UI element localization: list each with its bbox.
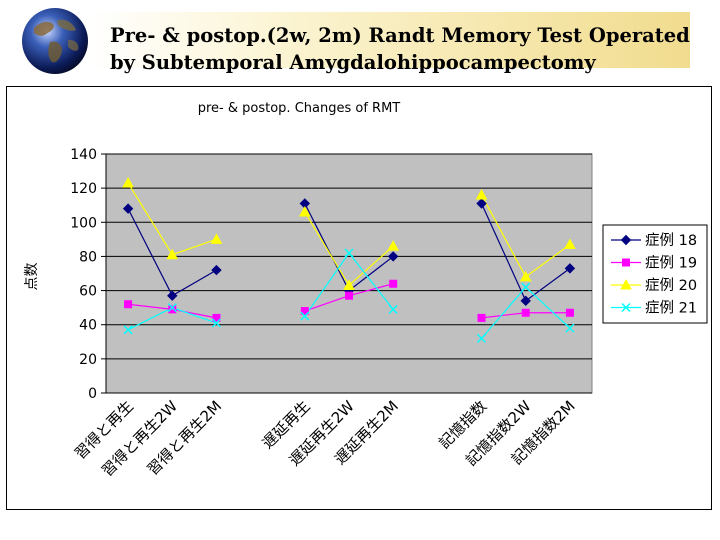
- y-tick-label-0: 0: [88, 386, 97, 402]
- y-tick-label-60: 60: [79, 284, 97, 300]
- plot-area: [105, 153, 593, 394]
- series-3-point-8: [477, 333, 487, 343]
- legend-marker-2: [620, 278, 632, 290]
- legend-label-2: 症例 20: [645, 277, 697, 294]
- series-0-point-6: [387, 251, 399, 262]
- chart-frame: pre- & postop. Changes of RMT 0 20 40 60 80 10…: [6, 86, 712, 510]
- legend-marker-1: [622, 258, 630, 267]
- series-2-point-1: [166, 248, 179, 260]
- series-1-point-4: [300, 307, 309, 316]
- series-0-point-9: [520, 295, 531, 307]
- legend-marker-3: [621, 302, 631, 313]
- y-axis-label: 点数: [24, 263, 40, 291]
- y-tick-label-20: 20: [79, 352, 97, 368]
- legend-label-3: 症例 21: [645, 300, 697, 317]
- y-tick-label-100: 100: [70, 215, 97, 231]
- series-2-point-10: [564, 238, 576, 249]
- series-2-point-8: [475, 188, 488, 200]
- line-chart: pre- & postop. Changes of RMT 0 20 40 60 80 10…: [24, 101, 708, 480]
- legend-box: [602, 224, 708, 324]
- legend-label-1: 症例 19: [645, 255, 697, 272]
- series-2-point-6: [387, 240, 400, 251]
- series-2-point-5: [343, 279, 355, 290]
- series-1-point-1: [168, 305, 177, 314]
- series-1-point-6: [389, 279, 398, 288]
- series-3-point-2: [211, 318, 221, 328]
- series-0-point-1: [167, 290, 178, 301]
- y-tick-label-140: 140: [70, 147, 97, 163]
- series-2-point-0: [122, 176, 134, 188]
- slide-title-line-2: by Subtemporal Amygdalohippocampectomy: [110, 51, 596, 74]
- series-1-point-10: [565, 308, 574, 317]
- series-3-point-0: [123, 325, 133, 335]
- series-0-point-0: [122, 203, 134, 214]
- series-2-point-9: [519, 270, 532, 282]
- series-2-point-2: [210, 233, 223, 244]
- series-1-point-9: [521, 308, 530, 317]
- slide-title-line-1: Pre- & postop.(2w, 2m) Randt Memory Test…: [110, 24, 690, 47]
- series-3-point-4: [300, 311, 310, 321]
- series-3-point-6: [388, 304, 398, 314]
- y-tick-label-120: 120: [70, 181, 97, 197]
- series-3-point-9: [521, 282, 531, 292]
- series-1-point-8: [477, 313, 486, 322]
- series-1-point-2: [212, 313, 221, 322]
- y-tick-label-80: 80: [79, 249, 97, 265]
- series-2-point-4: [298, 206, 311, 217]
- slide-title: Pre- & postop.(2w, 2m) Randt Memory Test…: [110, 22, 710, 76]
- series-3-point-5: [344, 248, 354, 258]
- legend-label-0: 症例 18: [645, 232, 697, 249]
- series-0-point-8: [476, 198, 487, 209]
- series-0-point-10: [564, 263, 576, 274]
- series-0-point-2: [211, 264, 222, 276]
- chart-title: pre- & postop. Changes of RMT: [198, 101, 401, 116]
- legend-marker-0: [620, 234, 632, 246]
- series-1-point-5: [345, 291, 353, 300]
- header-band: [88, 12, 690, 68]
- series-3-point-1: [167, 303, 177, 313]
- series-3-point-10: [565, 323, 575, 333]
- globe-logo-icon: [22, 8, 88, 74]
- series-1-point-0: [124, 300, 133, 309]
- y-tick-label-40: 40: [79, 318, 97, 334]
